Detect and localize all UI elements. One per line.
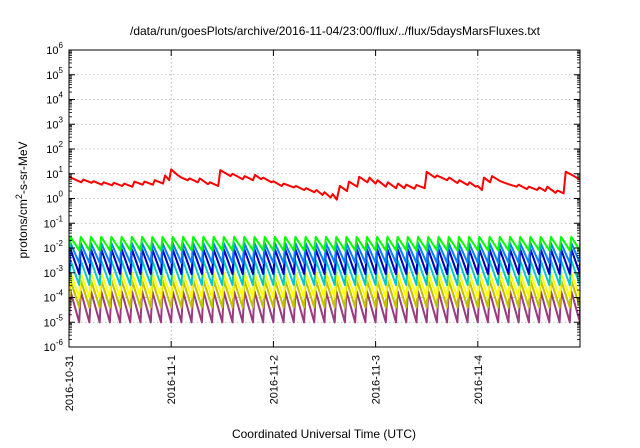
y-tick-label: 100 — [46, 190, 63, 206]
series-group — [69, 168, 580, 324]
x-tick-label: 2016-11-3 — [371, 355, 383, 404]
y-tick-label: 105 — [46, 66, 63, 82]
x-tick-label: 2016-10-31 — [64, 355, 76, 411]
y-tick-labels: 10-6 10-5 10-4 10-3 10-2 10-1 100 101 102 103 104 1… — [44, 41, 64, 354]
y-tick-label: 103 — [46, 115, 63, 131]
y-tick-label: 10-6 — [44, 338, 64, 354]
y-tick-label: 10-4 — [44, 289, 64, 305]
y-tick-label: 10-3 — [44, 264, 64, 280]
y-tick-label: 102 — [46, 140, 63, 156]
chart-title: /data/run/goesPlots/archive/2016-11-04/2… — [130, 24, 541, 38]
y-tick-label: 10-1 — [44, 214, 64, 230]
x-tick-label: 2016-11-2 — [268, 355, 280, 404]
series-line — [69, 235, 580, 252]
y-axis-label: protons/cm2-s-sr-MeV — [14, 141, 30, 258]
y-tick-label: 10-5 — [44, 313, 64, 329]
series-line — [69, 168, 580, 201]
ticks — [68, 49, 580, 348]
x-axis-label: Coordinated Universal Time (UTC) — [232, 427, 416, 441]
x-tick-label: 2016-11-4 — [473, 355, 485, 404]
x-tick-labels: 2016-10-31 2016-11-1 2016-11-2 2016-11-3 201… — [64, 355, 485, 411]
x-tick-label: 2016-11-1 — [166, 355, 178, 404]
y-tick-label: 104 — [46, 91, 63, 107]
y-tick-label: 10-2 — [44, 239, 64, 255]
y-tick-label: 106 — [46, 41, 63, 57]
y-tick-label: 101 — [46, 165, 63, 181]
